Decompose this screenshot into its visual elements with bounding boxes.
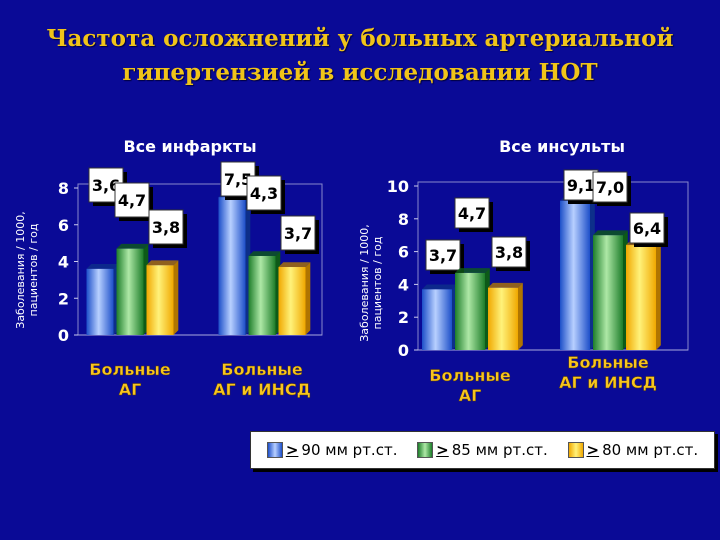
bar-top xyxy=(593,230,628,236)
legend-item-90: > 90 мм рт.ст. xyxy=(266,441,398,459)
y-axis-label: Заболевания / 1000, xyxy=(358,224,371,341)
y-tick-label: 2 xyxy=(398,308,409,327)
slide-title: Частота осложнений у больных артериально… xyxy=(0,22,720,90)
bar xyxy=(560,200,590,350)
bar xyxy=(455,272,485,350)
bar-top xyxy=(422,284,457,290)
legend-item-80: > 80 мм рт.ст. xyxy=(567,441,699,459)
bar-side xyxy=(518,282,523,350)
data-label-box xyxy=(629,212,665,244)
bar-top xyxy=(146,260,179,266)
legend: > 90 мм рт.ст. > 85 мм рт.ст. > 80 мм рт… xyxy=(250,431,715,469)
y-tick-label: 6 xyxy=(398,243,409,262)
bar xyxy=(218,197,246,335)
chart-subtitle: Все инсульты xyxy=(499,137,625,156)
data-label: 6,4 xyxy=(633,219,661,238)
bar xyxy=(86,268,114,335)
bar-top xyxy=(455,268,490,273)
bar xyxy=(422,289,452,350)
data-label-box xyxy=(563,169,599,201)
data-label: 3,6 xyxy=(92,176,120,195)
bar-top xyxy=(86,264,119,269)
y-tick-label: 8 xyxy=(58,179,69,198)
data-label-box xyxy=(491,236,527,268)
data-label: 3,7 xyxy=(429,246,457,265)
data-label-box xyxy=(246,175,282,211)
y-axis-label: пациентов / год xyxy=(371,236,384,329)
bar-side xyxy=(173,260,179,335)
title-line-1: Частота осложнений у больных артериально… xyxy=(46,25,674,52)
y-tick-label: 10 xyxy=(387,177,409,196)
y-axis-label: пациентов / год xyxy=(27,223,40,316)
bar xyxy=(146,265,174,335)
data-label-box xyxy=(454,197,490,229)
y-axis-label: Заболевания / 1000, xyxy=(14,211,27,328)
category-label: АГ xyxy=(119,380,142,399)
bar xyxy=(488,287,518,350)
data-label: 3,8 xyxy=(495,243,523,262)
data-label: 4,3 xyxy=(250,184,278,203)
legend-swatch-yellow xyxy=(567,442,584,458)
title-line-2: гипертензией в исследовании НОТ xyxy=(122,59,598,86)
bar-side xyxy=(656,240,661,350)
legend-item-85: > 85 мм рт.ст. xyxy=(417,441,548,459)
data-label-box xyxy=(148,209,184,245)
data-label: 7,0 xyxy=(596,178,624,197)
bar xyxy=(248,255,276,335)
bar xyxy=(626,245,656,350)
y-tick-label: 4 xyxy=(398,275,409,294)
y-tick-label: 4 xyxy=(58,253,69,272)
data-label-box xyxy=(280,215,316,251)
bar xyxy=(278,267,306,335)
bar-top xyxy=(116,243,149,249)
data-label: 4,7 xyxy=(118,191,146,210)
chart-subtitle: Все инфаркты xyxy=(123,137,256,156)
bar-side xyxy=(305,262,311,335)
legend-symbol: > xyxy=(436,441,449,459)
legend-text: 85 мм рт.ст. xyxy=(451,441,548,459)
y-tick-label: 8 xyxy=(398,210,409,229)
legend-text: 80 мм рт.ст. xyxy=(602,441,699,459)
category-label: Больные xyxy=(89,360,171,379)
bar-top xyxy=(248,251,281,256)
legend-swatch-green xyxy=(417,442,434,458)
category-label: АГ и ИНСД xyxy=(213,380,311,399)
y-tick-label: 0 xyxy=(398,341,409,360)
category-label: Больные xyxy=(567,353,649,372)
data-label: 3,7 xyxy=(284,224,312,243)
bar-top xyxy=(278,262,311,268)
bar-top xyxy=(488,282,523,288)
data-label-box xyxy=(425,239,461,271)
data-label: 7,5 xyxy=(224,170,252,189)
legend-symbol: > xyxy=(586,441,600,459)
data-label: 3,8 xyxy=(152,218,180,237)
data-label-box xyxy=(114,182,150,218)
data-label: 4,7 xyxy=(458,204,486,223)
category-label: АГ xyxy=(459,386,482,405)
legend-symbol: > xyxy=(285,441,299,459)
legend-swatch-blue xyxy=(266,442,283,458)
bar xyxy=(116,248,144,335)
category-label: АГ и ИНСД xyxy=(559,373,657,392)
data-label-box xyxy=(592,171,628,203)
data-label: 9,1 xyxy=(567,176,595,195)
y-tick-label: 2 xyxy=(58,289,69,308)
y-tick-label: 0 xyxy=(58,326,69,345)
category-label: Больные xyxy=(429,366,511,385)
legend-text: 90 мм рт.ст. xyxy=(301,441,398,459)
y-tick-label: 6 xyxy=(58,216,69,235)
category-label: Больные xyxy=(221,360,303,379)
bar xyxy=(593,235,623,350)
